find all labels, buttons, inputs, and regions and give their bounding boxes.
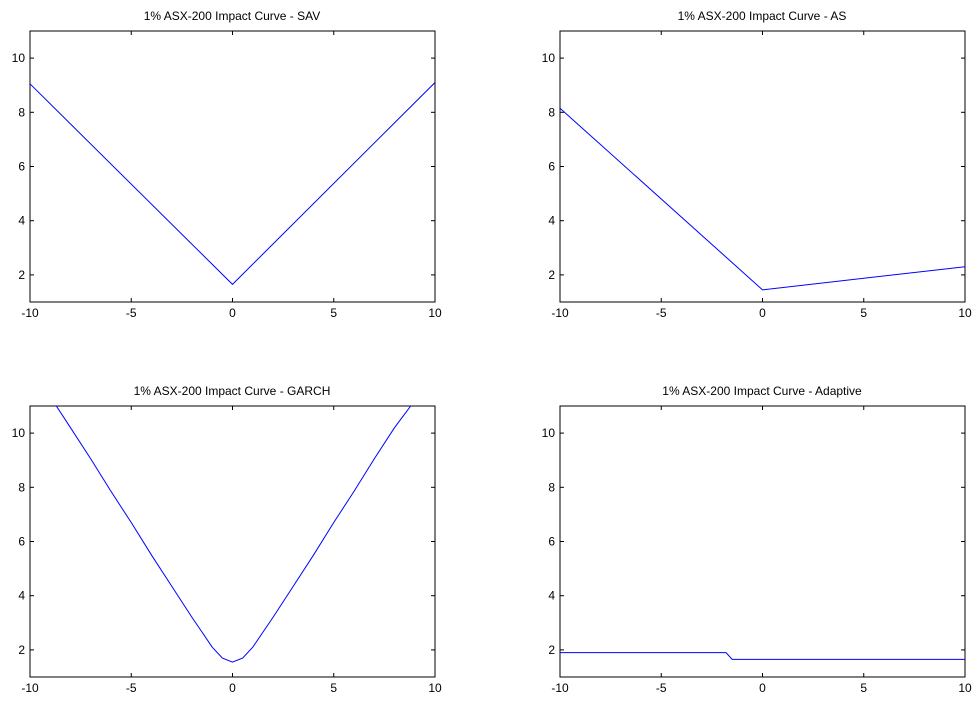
- x-tick-label: 5: [860, 681, 867, 695]
- series-line: [560, 652, 965, 660]
- x-tick-label: 0: [229, 306, 236, 320]
- axes-frame: [559, 30, 966, 303]
- subplot-title: 1% ASX-200 Impact Curve - Adaptive: [662, 384, 862, 398]
- y-tick-label: 10: [542, 51, 556, 65]
- subplot-title: 1% ASX-200 Impact Curve - GARCH: [134, 384, 331, 398]
- series-line: [560, 107, 965, 291]
- y-tick-label: 2: [18, 643, 25, 657]
- y-tick-label: 8: [548, 105, 555, 119]
- x-tick-label: 5: [860, 306, 867, 320]
- x-tick-label: -5: [126, 306, 137, 320]
- x-tick-label: -10: [21, 306, 39, 320]
- y-tick-label: 8: [548, 480, 555, 494]
- x-tick-label: 5: [330, 306, 337, 320]
- subplot-title: 1% ASX-200 Impact Curve - SAV: [144, 9, 321, 23]
- y-tick-label: 2: [548, 643, 555, 657]
- y-tick-label: 6: [18, 535, 25, 549]
- subplot-sav: 1% ASX-200 Impact Curve - SAV -10 -5 0 5 10 2…: [12, 9, 442, 320]
- x-tick-label: 0: [229, 681, 236, 695]
- subplot-title: 1% ASX-200 Impact Curve - AS: [678, 9, 847, 23]
- series-line: [55, 406, 412, 663]
- y-tick-label: 4: [548, 214, 555, 228]
- y-tick-label: 6: [18, 160, 25, 174]
- y-tick-label: 10: [12, 51, 26, 65]
- x-tick-label: -10: [551, 306, 569, 320]
- x-tick-label: -5: [656, 681, 667, 695]
- axes-frame: [559, 405, 966, 678]
- x-tick-label: 5: [330, 681, 337, 695]
- series-line: [30, 82, 435, 286]
- x-tick-label: 10: [958, 306, 972, 320]
- y-tick-label: 4: [18, 214, 25, 228]
- y-tick-label: 6: [548, 535, 555, 549]
- y-tick-label: 6: [548, 160, 555, 174]
- x-tick-label: 10: [428, 681, 442, 695]
- x-tick-label: 10: [428, 306, 442, 320]
- subplot-as: 1% ASX-200 Impact Curve - AS -10 -5 0 5 10 2 4…: [542, 9, 972, 320]
- y-tick-label: 2: [18, 268, 25, 282]
- x-tick-label: 0: [759, 681, 766, 695]
- x-tick-label: -5: [656, 306, 667, 320]
- y-tick-label: 8: [18, 480, 25, 494]
- x-tick-label: -5: [126, 681, 137, 695]
- y-tick-label: 4: [18, 589, 25, 603]
- axes-frame: [29, 405, 436, 678]
- y-tick-label: 2: [548, 268, 555, 282]
- axes-frame: [29, 30, 436, 303]
- x-tick-label: -10: [551, 681, 569, 695]
- x-tick-label: 10: [958, 681, 972, 695]
- subplot-adaptive: 1% ASX-200 Impact Curve - Adaptive -10 -5…: [542, 384, 972, 695]
- y-tick-label: 8: [18, 105, 25, 119]
- y-tick-label: 10: [542, 426, 556, 440]
- subplot-garch: 1% ASX-200 Impact Curve - GARCH -10 -5 0 5 1…: [12, 384, 442, 695]
- x-tick-label: -10: [21, 681, 39, 695]
- y-tick-label: 4: [548, 589, 555, 603]
- y-tick-label: 10: [12, 426, 26, 440]
- x-tick-label: 0: [759, 306, 766, 320]
